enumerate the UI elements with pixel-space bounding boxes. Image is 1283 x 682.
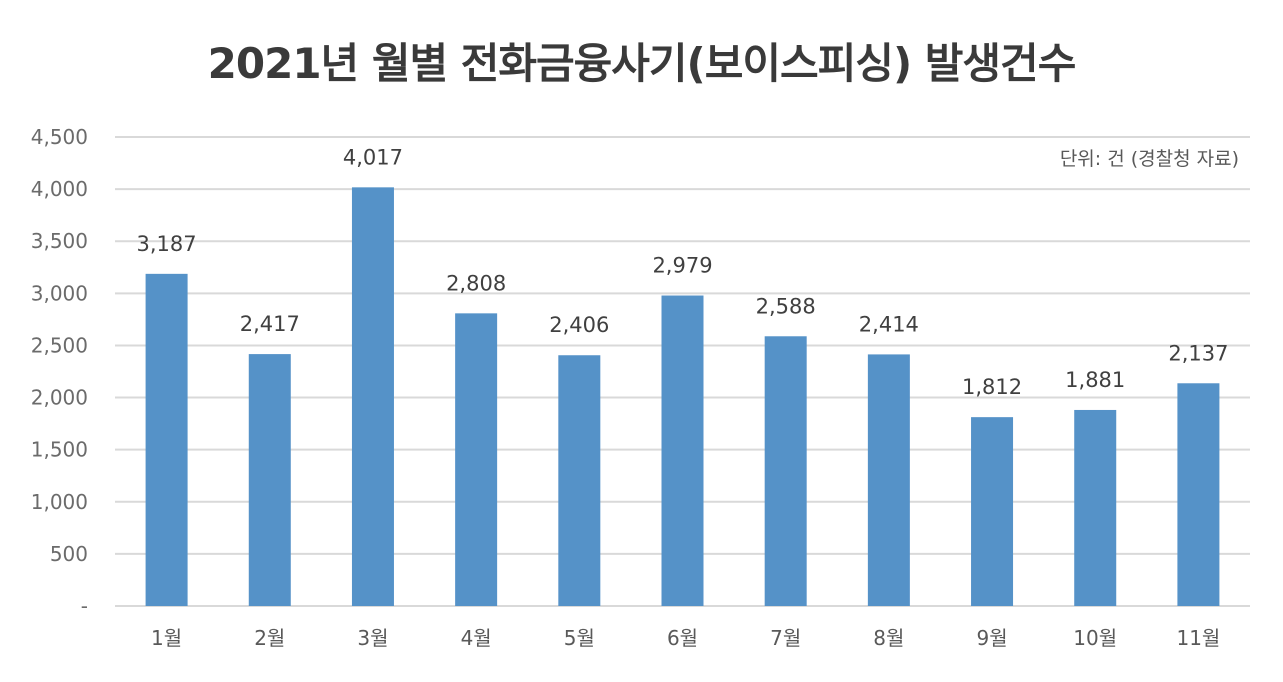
- y-tick-label: 1,000: [31, 490, 88, 514]
- x-tick-label: 10월: [1073, 626, 1117, 650]
- bar: [558, 355, 601, 606]
- x-axis-ticks: 1월 2월 3월 4월 5월 6월 7월 8월 9월 10월 11월: [151, 626, 1220, 650]
- bar: [455, 313, 498, 606]
- x-tick-label: 1월: [151, 626, 182, 650]
- data-label: 2,406: [549, 313, 609, 337]
- y-tick-label: 3,500: [31, 229, 88, 253]
- bar: [1074, 409, 1117, 606]
- y-tick-label: 1,500: [31, 438, 88, 462]
- y-tick-label: 500: [50, 542, 88, 566]
- chart-title: 2021년 월별 전화금융사기(보이스피싱) 발생건수: [207, 39, 1077, 88]
- data-label: 2,588: [756, 294, 816, 318]
- unit-note: 단위: 건 (경찰청 자료): [1059, 148, 1239, 170]
- bar: [661, 295, 704, 606]
- data-label: 2,137: [1168, 341, 1228, 365]
- x-tick-label: 7월: [770, 626, 801, 650]
- data-labels: 3,187 2,417 4,017 2,808 2,406 2,979 2,588 2,414…: [137, 145, 1229, 399]
- data-label: 2,808: [446, 271, 506, 295]
- y-tick-label: 2,500: [31, 333, 88, 357]
- data-label: 2,417: [240, 312, 300, 336]
- bar: [971, 417, 1014, 606]
- x-tick-label: 2월: [254, 626, 285, 650]
- bar: [1177, 383, 1220, 606]
- y-tick-label: -: [81, 594, 88, 618]
- data-label: 3,187: [137, 232, 197, 256]
- x-tick-label: 9월: [976, 626, 1007, 650]
- y-tick-label: 4,000: [31, 177, 88, 201]
- y-tick-label: 2,000: [31, 386, 88, 410]
- data-label: 2,979: [652, 254, 712, 278]
- y-axis-ticks: - 500 1,000 1,500 2,000 2,500 3,000 3,500 4,000 4…: [31, 125, 88, 618]
- bar: [764, 336, 807, 606]
- data-label: 2,414: [859, 312, 919, 336]
- bar: [867, 354, 910, 606]
- x-tick-label: 8월: [873, 626, 904, 650]
- bars: [145, 187, 1220, 606]
- bar: [351, 187, 394, 606]
- x-tick-label: 5월: [564, 626, 595, 650]
- y-tick-label: 3,000: [31, 281, 88, 305]
- y-tick-label: 4,500: [31, 125, 88, 149]
- x-tick-label: 6월: [667, 626, 698, 650]
- x-tick-label: 11월: [1176, 626, 1220, 650]
- bar: [145, 273, 188, 606]
- data-label: 4,017: [343, 145, 403, 169]
- data-label: 1,881: [1065, 368, 1125, 392]
- x-tick-label: 4월: [461, 626, 492, 650]
- bar: [248, 354, 291, 606]
- x-tick-label: 3월: [357, 626, 388, 650]
- data-label: 1,812: [962, 375, 1022, 399]
